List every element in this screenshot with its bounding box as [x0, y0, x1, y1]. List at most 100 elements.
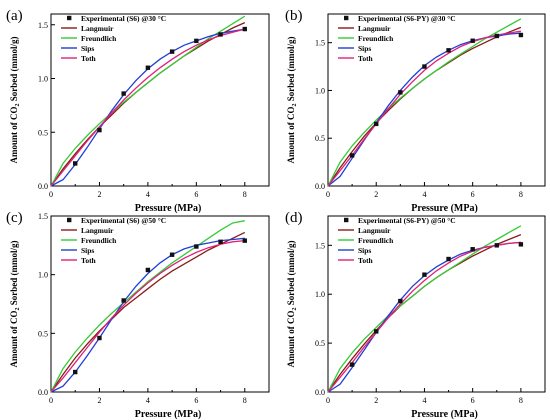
legend-label: Freundlich	[81, 34, 117, 43]
experimental-point	[422, 64, 427, 69]
x-tick-label: 8	[243, 190, 247, 199]
x-tick-label: 8	[519, 190, 523, 199]
x-tick-label: 6	[194, 190, 198, 199]
legend-label: Langmuir	[358, 226, 391, 235]
experimental-point	[446, 256, 451, 262]
experimental-point	[242, 26, 247, 32]
x-tick-label: 2	[374, 190, 378, 199]
y-axis-title-subscript: 2	[292, 103, 298, 106]
y-axis-title-subscript: 2	[292, 307, 298, 310]
experimental-point	[194, 244, 199, 249]
panel-label: (a)	[6, 8, 23, 24]
experimental-point	[145, 267, 151, 273]
experimental-point	[398, 90, 403, 95]
x-axis-title: Pressure (MPa)	[411, 203, 478, 214]
series-line-langmuir	[50, 231, 246, 393]
series-line-langmuir	[327, 233, 522, 393]
legend-marker-experimental	[344, 15, 349, 21]
y-tick-label: 1.5	[315, 241, 325, 250]
panel-label: (c)	[6, 210, 23, 226]
y-tick-label: 1.5	[38, 21, 48, 30]
experimental-point	[349, 153, 355, 158]
plot-frame	[50, 13, 270, 187]
plot-frame	[327, 13, 546, 187]
y-tick-label: 1.5	[315, 39, 325, 48]
x-axis-title: Pressure (MPa)	[135, 203, 202, 214]
experimental-point	[374, 329, 379, 334]
experimental-point	[73, 161, 78, 166]
y-tick-label: 0.0	[38, 182, 48, 191]
experimental-point	[97, 335, 102, 341]
experimental-point	[218, 32, 223, 37]
series-line-toth	[50, 28, 245, 187]
series-line-freundlich	[50, 220, 245, 393]
chart-panel-a: (a) 0 2 4 6 8 0.0 0.5 1.0 1.5 Pressure (MPa) Amount…	[6, 8, 270, 214]
panel-label: (b)	[285, 8, 303, 24]
series-line-toth	[327, 241, 521, 393]
experimental-point	[494, 243, 499, 248]
series-line-sips	[327, 32, 521, 187]
legend-label: Langmuir	[81, 226, 114, 235]
x-tick-label: 0	[49, 190, 53, 199]
experimental-point	[121, 298, 126, 303]
y-axis-title: Amount of CO2 Sorbed (mmol/g)	[286, 36, 298, 163]
x-axis-title: Pressure (MPa)	[135, 409, 202, 420]
y-axis-title: Amount of CO2 Sorbed (mmol/g)	[286, 240, 298, 367]
y-tick-label: 1.0	[38, 271, 48, 280]
legend-label: Langmuir	[358, 24, 391, 33]
experimental-point	[470, 247, 475, 252]
x-tick-label: 6	[471, 190, 475, 199]
y-axis-title-part: Amount of CO	[9, 310, 19, 367]
series-line-toth	[327, 30, 522, 187]
experimental-point	[374, 121, 379, 127]
experimental-point	[73, 369, 78, 375]
y-axis-title-part: Amount of CO	[286, 106, 296, 163]
series-line-toth	[50, 239, 245, 393]
y-axis-title-part: Sorbed (mmol/g)	[286, 240, 296, 307]
series-line-sips	[327, 241, 521, 393]
y-tick-label: 0.5	[315, 134, 325, 143]
y-axis-title-subscript: 2	[15, 103, 21, 106]
y-tick-label: 0.0	[315, 182, 325, 191]
series-line-sips	[50, 237, 245, 393]
x-tick-label: 2	[97, 190, 101, 199]
legend-label: Freundlich	[358, 34, 394, 43]
legend-label: Experimental (S6) @50 °C	[81, 216, 166, 225]
legend-label: Freundlich	[81, 236, 117, 245]
legend-label: Toth	[358, 256, 374, 265]
experimental-point	[242, 238, 247, 243]
y-axis-title-part: Amount of CO	[9, 106, 19, 163]
y-tick-label: 1.0	[315, 290, 325, 299]
experimental-point	[518, 32, 524, 38]
experimental-point	[422, 272, 427, 277]
x-tick-label: 2	[374, 396, 378, 405]
series-line-freundlich	[327, 225, 522, 393]
experimental-point	[218, 239, 223, 245]
y-axis-title-part: Amount of CO	[286, 310, 296, 367]
experimental-point	[398, 298, 403, 304]
series-line-freundlich	[327, 18, 522, 187]
x-tick-label: 8	[243, 396, 247, 405]
legend-label: Langmuir	[81, 24, 114, 33]
legend-marker-experimental	[67, 15, 72, 21]
x-tick-label: 6	[471, 396, 475, 405]
y-axis-title-part: Sorbed (mmol/g)	[9, 36, 19, 103]
experimental-point	[121, 91, 126, 96]
x-tick-label: 8	[519, 396, 523, 405]
legend-label: Sips	[81, 44, 94, 53]
legend-label: Sips	[358, 246, 371, 255]
experimental-point	[518, 242, 524, 247]
y-tick-label: 0.5	[315, 339, 325, 348]
y-tick-label: 1.0	[315, 86, 325, 95]
legend-label: Freundlich	[358, 236, 394, 245]
experimental-point	[145, 65, 151, 70]
legend-label: Toth	[358, 54, 374, 63]
experimental-point	[169, 49, 175, 54]
legend-marker-experimental	[344, 217, 349, 223]
x-axis-title: Pressure (MPa)	[411, 409, 478, 420]
experimental-point	[494, 33, 499, 39]
y-axis-title: Amount of CO2 Sorbed (mmol/g)	[9, 240, 21, 367]
plot-frame	[50, 215, 270, 393]
experimental-point	[470, 38, 475, 43]
y-tick-label: 0.5	[38, 329, 48, 338]
